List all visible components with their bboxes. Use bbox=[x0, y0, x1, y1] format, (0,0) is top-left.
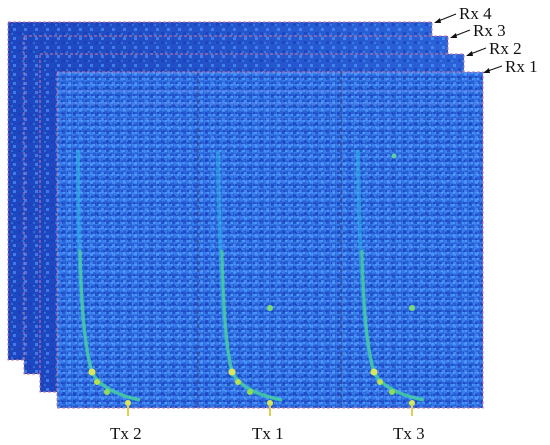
curve-tx3 bbox=[356, 149, 425, 406]
tx2-label: Tx 2 bbox=[110, 424, 142, 443]
curve-tx2 bbox=[76, 149, 141, 406]
tx3-label: Tx 3 bbox=[393, 424, 425, 443]
frame-rx1 bbox=[56, 71, 484, 409]
rx2-label: Rx 2 bbox=[489, 39, 522, 58]
rx3-label: Rx 3 bbox=[473, 21, 506, 40]
rx-arrows bbox=[434, 13, 503, 73]
rx4-label: Rx 4 bbox=[459, 4, 492, 23]
tx1-label: Tx 1 bbox=[252, 424, 284, 443]
curve-tx1 bbox=[216, 149, 283, 406]
rx1-label: Rx 1 bbox=[505, 57, 538, 76]
tx-markers bbox=[127, 404, 413, 416]
